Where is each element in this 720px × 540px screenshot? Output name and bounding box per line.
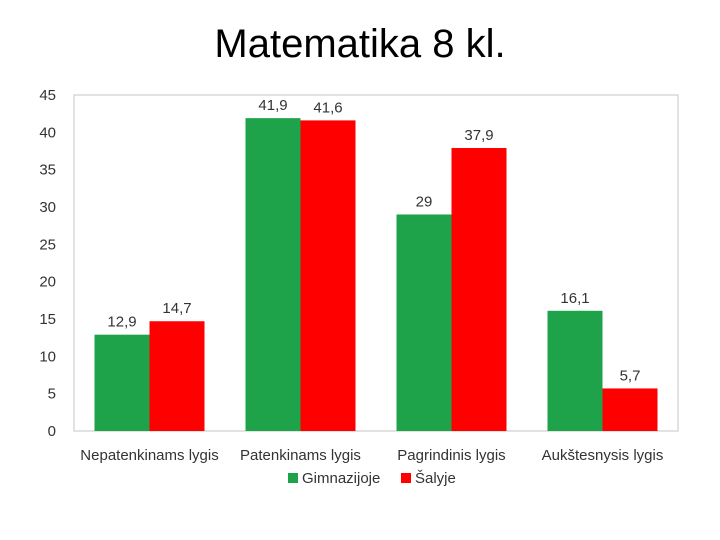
data-label: 41,6 xyxy=(313,99,342,116)
data-label: 5,7 xyxy=(620,367,641,384)
data-label: 29 xyxy=(416,193,433,210)
bar-gimnazijoje xyxy=(547,310,603,431)
x-axis: Nepatenkinams lygis Patenkinams lygis Pagr… xyxy=(80,447,663,464)
bar-salyje xyxy=(602,388,658,431)
y-axis: 0 5 10 15 20 25 30 35 40 45 xyxy=(39,87,56,440)
y-tick-label: 10 xyxy=(39,348,56,365)
data-label: 16,1 xyxy=(560,290,589,307)
x-category-label: Aukštesnysis lygis xyxy=(542,447,664,464)
y-tick-label: 45 xyxy=(39,87,56,104)
bar-salyje xyxy=(149,321,205,431)
y-tick-label: 40 xyxy=(39,124,56,141)
y-tick-label: 25 xyxy=(39,236,56,253)
x-category-label: Patenkinams lygis xyxy=(240,447,361,464)
y-tick-label: 20 xyxy=(39,274,56,291)
data-labels: 12,9 14,7 41,9 41,6 29 37,9 16,1 5,7 xyxy=(107,97,640,384)
legend-label: Gimnazijoje xyxy=(302,470,380,487)
bar-gimnazijoje xyxy=(245,118,301,431)
legend-label: Šalyje xyxy=(415,470,456,487)
y-tick-label: 15 xyxy=(39,311,56,328)
y-tick-label: 5 xyxy=(48,386,56,403)
data-label: 37,9 xyxy=(464,127,493,144)
legend-swatch xyxy=(401,473,411,483)
slide-title: Matematika 8 kl. xyxy=(214,22,506,66)
data-label: 12,9 xyxy=(107,314,136,331)
data-label: 14,7 xyxy=(162,300,191,317)
bars xyxy=(94,118,658,432)
bar-gimnazijoje xyxy=(94,334,150,431)
legend: Gimnazijoje Šalyje xyxy=(288,470,456,487)
data-label: 41,9 xyxy=(258,97,287,114)
x-category-label: Nepatenkinams lygis xyxy=(80,447,218,464)
x-category-label: Pagrindinis lygis xyxy=(397,447,505,464)
y-tick-label: 35 xyxy=(39,162,56,179)
legend-swatch xyxy=(288,473,298,483)
bar-salyje xyxy=(300,120,356,432)
y-tick-label: 0 xyxy=(48,423,56,440)
bar-gimnazijoje xyxy=(396,214,452,431)
y-tick-label: 30 xyxy=(39,199,56,216)
plot-area-border xyxy=(73,94,679,432)
bar-salyje xyxy=(451,148,507,431)
